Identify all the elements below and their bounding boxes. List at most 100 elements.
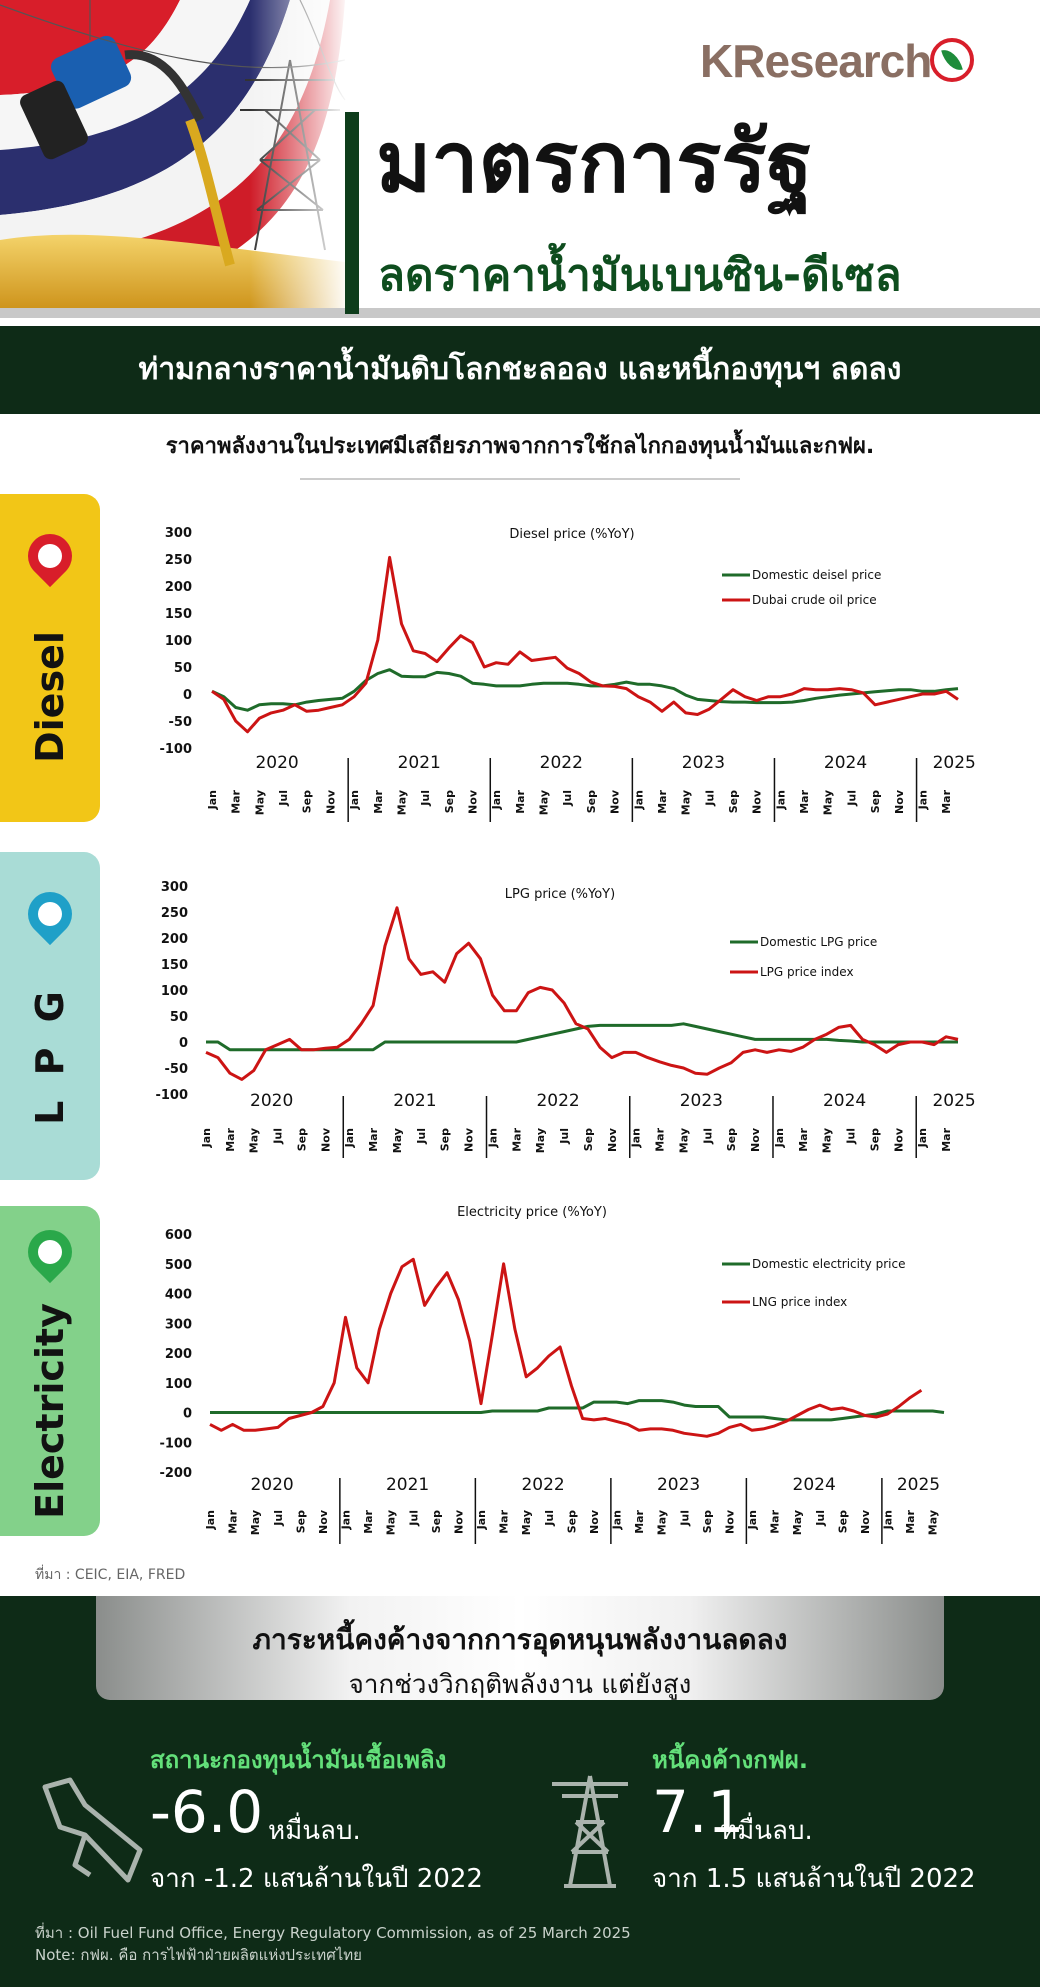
month-tick-label: May [680,790,693,815]
month-tick-label: Nov [893,789,906,814]
year-label: 2021 [386,1475,429,1495]
chart-0: Diesel price (%YoY) 300 250 200 150 100 50 0 -50… [159,526,976,822]
y-tick-label: 300 [165,1317,192,1332]
month-tick-label: Mar [940,789,953,813]
month-tick-label: Sep [836,1510,849,1533]
hero-illustration [0,0,1040,318]
year-label: 2021 [393,1091,436,1111]
month-tick-label: Mar [227,1509,240,1533]
month-tick-label: May [927,1510,940,1535]
month-tick-label: Nov [892,1127,905,1152]
month-tick-label: Mar [656,789,669,813]
y-tick-label: 600 [165,1228,192,1243]
month-tick-label: Jul [543,1510,556,1527]
series-line [205,906,959,1081]
month-tick-label: Jan [773,1128,786,1148]
year-label: 2023 [680,1091,723,1111]
month-tick-label: Jul [272,1128,285,1145]
month-tick-label: Jul [277,790,290,807]
chart-source: ที่มา : CEIC, EIA, FRED [35,1567,186,1583]
month-tick-label: May [822,790,835,815]
year-label: 2025 [932,1091,975,1111]
month-tick-label: Jul [561,790,574,807]
month-tick-label: Sep [582,1128,595,1151]
summary-title: ภาระหนี้คงค้างจากการอุดหนุนพลังงานลดลง [252,1623,788,1656]
egat-from: จาก 1.5 แสนล้านในปี 2022 [652,1864,976,1894]
month-tick-label: Jul [558,1128,571,1145]
brand-leaf-icon [930,38,974,82]
month-tick-label: Jan [630,1128,643,1148]
series-line [210,1399,945,1422]
power-tower-icon [552,1775,628,1888]
month-tick-label: Jul [845,790,858,807]
chart-1: LPG price (%YoY) 300 250 200 150 100 50 0 -50 -10… [155,880,976,1158]
oil-fund-heading: สถานะกองทุนน้ำมันเชื้อเพลิง [150,1746,447,1774]
month-tick-label: Nov [324,789,337,814]
month-tick-label: May [534,1128,547,1153]
month-tick-label: Jan [206,790,219,810]
month-tick-label: Jul [845,1128,858,1145]
y-tick-label: -50 [165,1062,189,1077]
legend-label: Domestic LPG price [760,935,877,949]
month-tick-label: May [395,790,408,815]
month-tick-label: May [253,790,266,815]
y-tick-label: 200 [165,580,192,595]
page-subtitle: ลดราคาน้ำมันเบนซิน-ดีเซล [378,250,902,301]
month-tick-label: Jan [486,1128,499,1148]
egat-value: 7.1 [652,1778,745,1846]
month-tick-label: Jul [703,790,716,807]
month-tick-label: Mar [797,1127,810,1151]
month-tick-label: Jul [415,1128,428,1145]
year-label: 2024 [823,1091,866,1111]
legend-label: LPG price index [760,965,854,979]
egat-heading: หนี้คงค้างกฟผ. [652,1746,808,1774]
year-label: 2024 [793,1475,836,1495]
y-tick-label: 150 [161,958,188,973]
month-tick-label: Jan [916,790,929,810]
year-label: 2021 [398,753,441,773]
y-tick-label: 300 [165,526,192,541]
month-tick-label: Sep [430,1510,443,1533]
y-tick-label: 200 [161,932,188,947]
year-label: 2022 [540,753,583,773]
month-tick-label: Nov [588,1509,601,1534]
month-tick-label: Nov [749,1127,762,1152]
y-tick-label: 400 [165,1288,192,1303]
section-subheading: ราคาพลังงานในประเทศมีเสถียรภาพจากการใช้ก… [165,434,875,459]
month-tick-label: Mar [230,789,243,813]
month-tick-label: Jul [814,1510,827,1527]
month-tick-label: Sep [869,790,882,813]
month-tick-label: Mar [514,789,527,813]
month-tick-label: Mar [510,1127,523,1151]
footer-notes: ที่มา : Oil Fuel Fund Office, Energy Reg… [35,1922,631,1966]
oil-fund-from: จาก -1.2 แสนล้านในปี 2022 [150,1864,483,1894]
y-tick-label: 100 [161,984,188,999]
month-tick-label: May [821,1128,834,1153]
month-tick-label: May [520,1510,533,1535]
month-tick-label: Mar [769,1509,782,1533]
year-label: 2024 [824,753,867,773]
y-tick-label: -100 [155,1088,188,1103]
month-tick-label: Mar [224,1127,237,1151]
fuel-nozzle-icon [20,35,205,160]
year-label: 2020 [250,1091,293,1111]
chart-2: Electricity price (%YoY) 600 500 400 300 200 1… [159,1205,945,1544]
legend-label: LNG price index [752,1295,847,1309]
month-tick-label: Nov [467,789,480,814]
y-tick-label: 100 [165,1377,192,1392]
month-tick-label: Mar [798,789,811,813]
y-tick-label: 100 [165,634,192,649]
month-tick-label: Nov [452,1509,465,1534]
month-tick-label: Nov [319,1127,332,1152]
hero-header: KResearch มาตรการรัฐ ลดราคาน้ำมันเบนซิน-… [0,0,1040,318]
month-tick-label: May [791,1510,804,1535]
year-label: 2025 [897,1475,940,1495]
month-tick-label: Jan [348,790,361,810]
month-tick-label: May [656,1510,669,1535]
month-tick-label: Mar [633,1509,646,1533]
year-label: 2023 [682,753,725,773]
month-tick-label: Nov [609,789,622,814]
divider [300,478,740,480]
footer-source: ที่มา : Oil Fuel Fund Office, Energy Reg… [35,1924,631,1942]
summary-subtitle: จากช่วงวิกฤติพลังงาน แต่ยังสูง [348,1670,692,1700]
